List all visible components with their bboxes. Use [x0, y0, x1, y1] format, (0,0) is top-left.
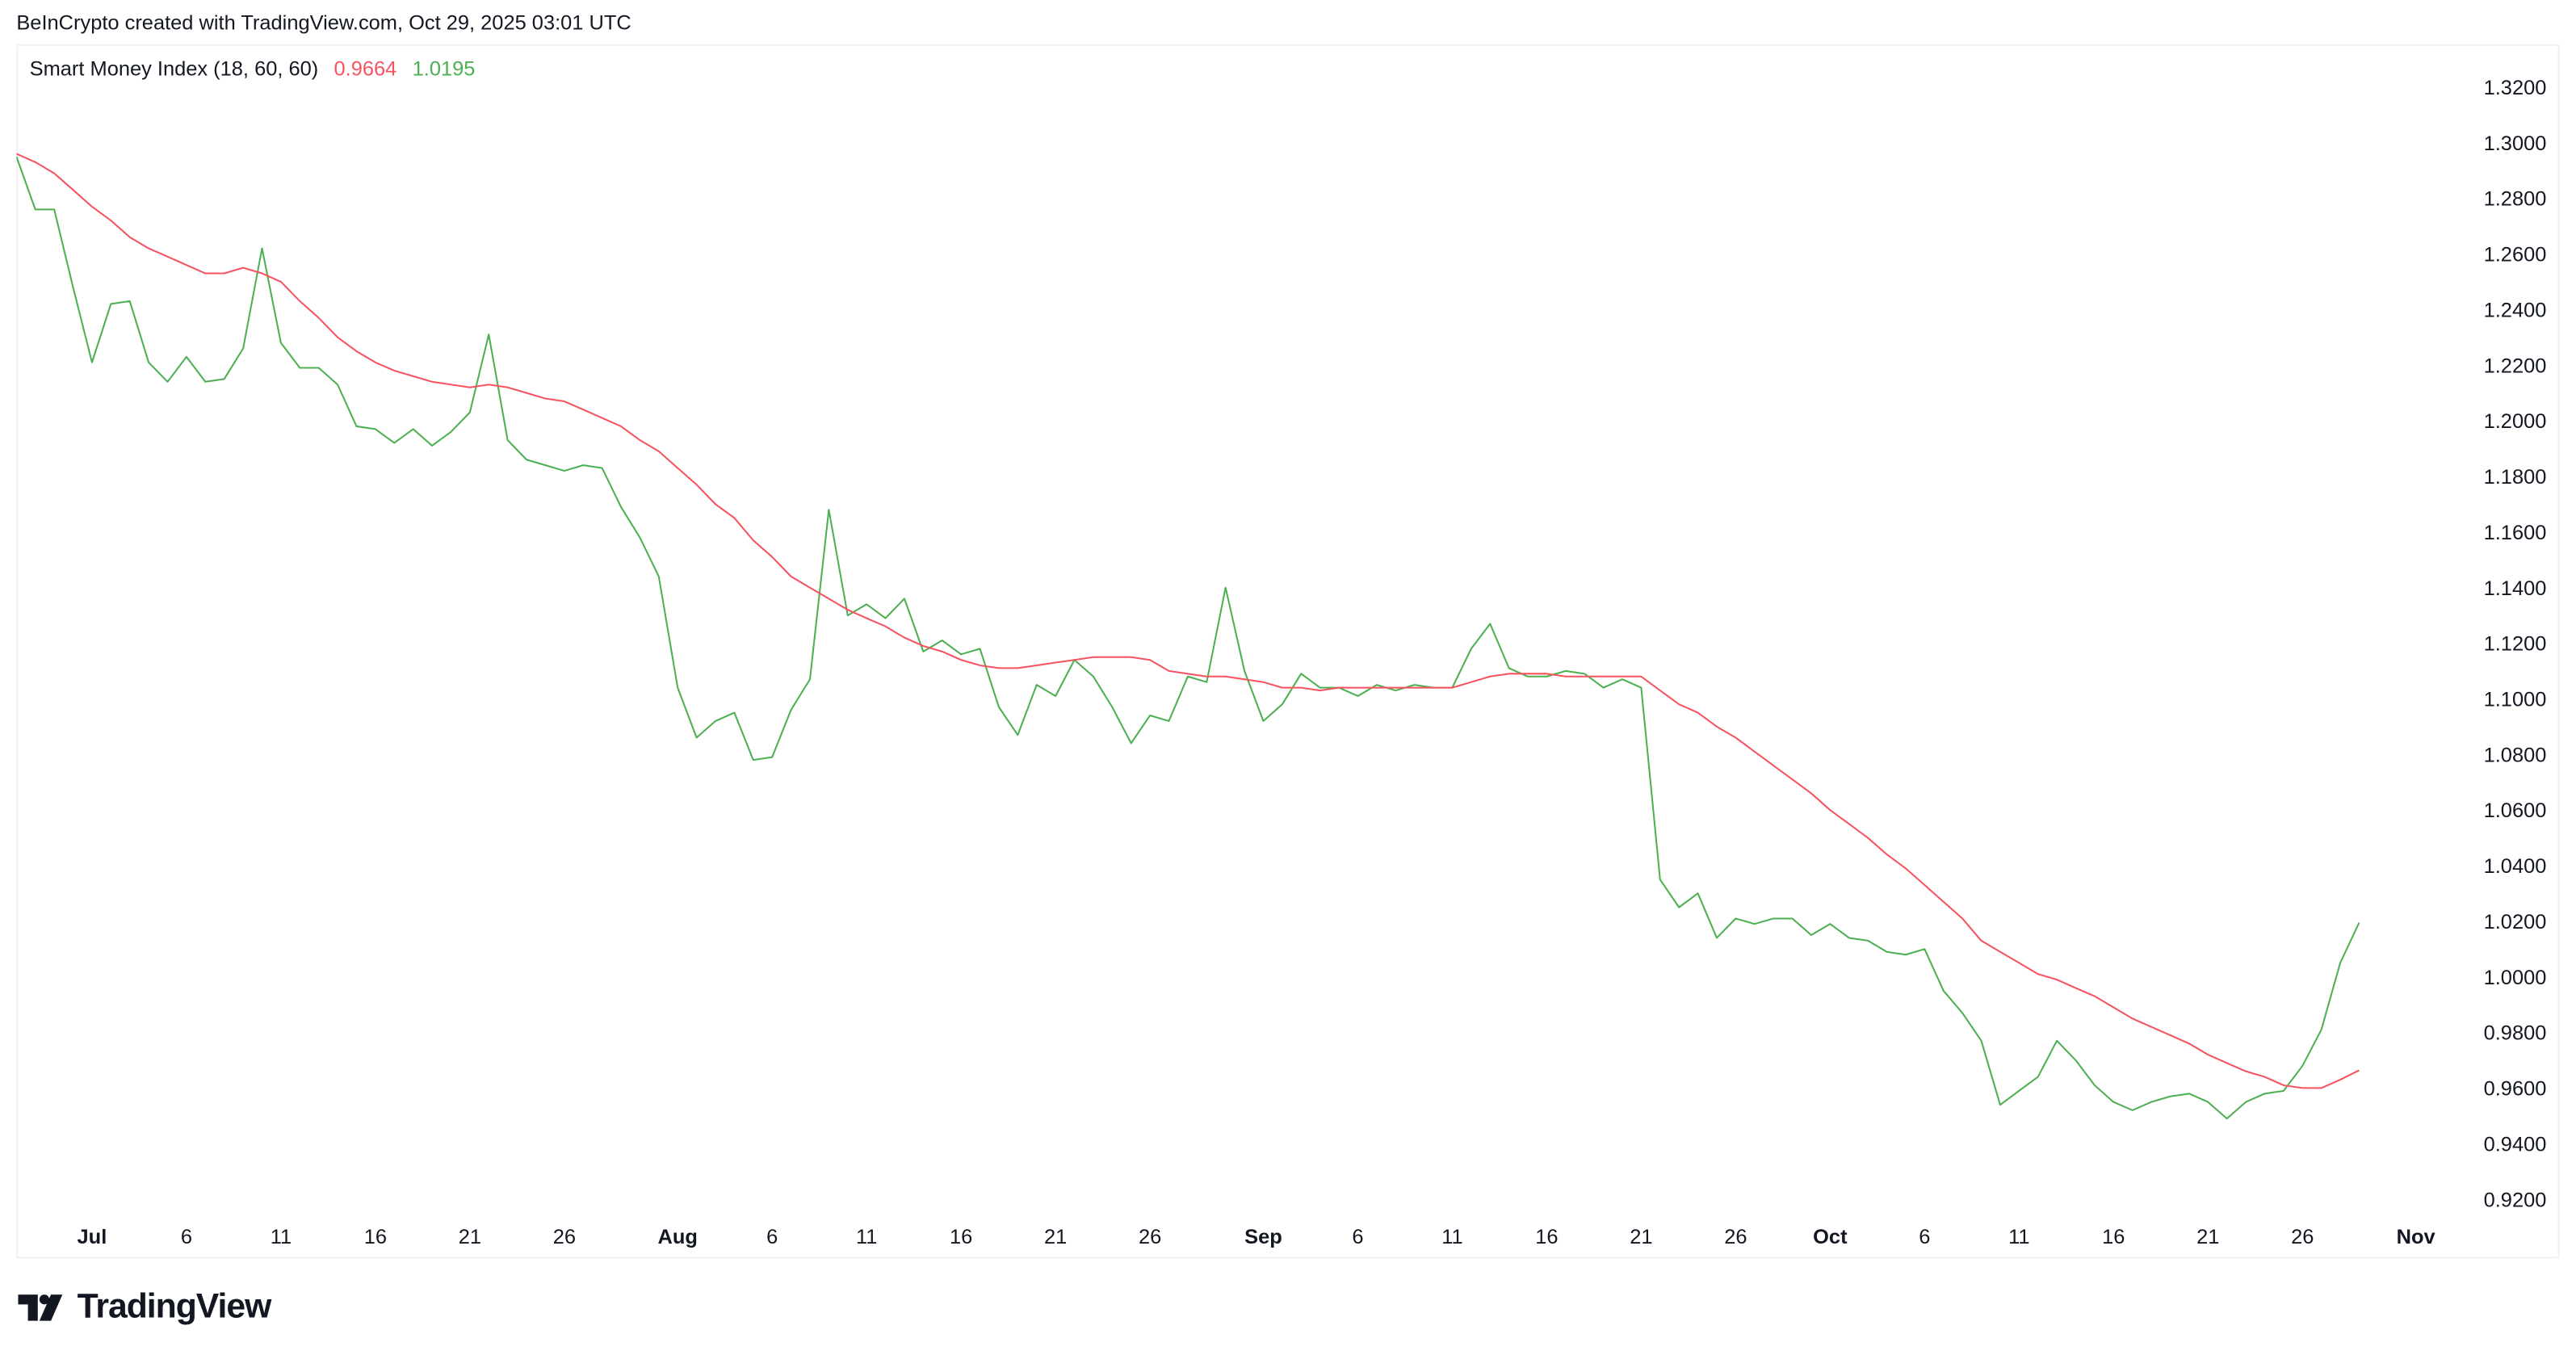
x-tick-label: 21	[459, 1226, 481, 1248]
x-tick-label: 26	[2291, 1226, 2314, 1248]
x-tick-label: Sep	[1244, 1226, 1282, 1248]
y-tick-label: 1.3200	[2484, 77, 2547, 99]
y-tick-label: 0.9400	[2484, 1133, 2547, 1156]
indicator-value-green: 1.0195	[412, 57, 476, 81]
x-tick-label: Nov	[2397, 1226, 2436, 1248]
time-axis[interactable]: Jul 6 11 16 21 26 Aug 6 11 16 21 26 Sep 6 11 16 21 26 Oct 6…	[78, 1226, 2436, 1248]
series-line-red	[16, 153, 2360, 1089]
indicator-name: Smart Money Index (18, 60, 60)	[29, 57, 319, 81]
x-tick-label: 6	[1919, 1226, 1930, 1248]
x-tick-label: 11	[271, 1226, 292, 1248]
y-tick-label: 1.2400	[2484, 299, 2547, 321]
y-tick-label: 1.3000	[2484, 132, 2547, 155]
x-tick-label: 16	[2102, 1226, 2125, 1248]
x-tick-label: 6	[766, 1226, 778, 1248]
y-tick-label: 1.0400	[2484, 855, 2547, 878]
y-tick-label: 1.2600	[2484, 244, 2547, 266]
x-tick-label: 21	[2196, 1226, 2219, 1248]
series-line-green	[16, 156, 2360, 1120]
y-tick-label: 1.0600	[2484, 799, 2547, 822]
indicator-legend[interactable]: Smart Money Index (18, 60, 60) 0.9664 1.…	[30, 57, 485, 80]
y-tick-label: 1.1600	[2484, 522, 2547, 544]
x-tick-label: 26	[1139, 1226, 1161, 1248]
y-tick-label: 1.2200	[2484, 354, 2547, 377]
chart-frame	[16, 44, 2560, 1259]
x-tick-label: 11	[2008, 1226, 2029, 1248]
x-tick-label: 26	[1724, 1226, 1747, 1248]
x-tick-label: 26	[553, 1226, 576, 1248]
x-tick-label: 21	[1044, 1226, 1067, 1248]
y-tick-label: 0.9200	[2484, 1189, 2547, 1211]
tradingview-logo-icon	[18, 1294, 63, 1321]
tradingview-logo[interactable]: TradingView	[18, 1288, 271, 1328]
y-tick-label: 1.0200	[2484, 911, 2547, 933]
indicator-value-red: 0.9664	[334, 57, 397, 81]
logo-text: TradingView	[77, 1288, 272, 1326]
x-tick-label: Aug	[657, 1226, 697, 1248]
x-tick-label: 6	[181, 1226, 192, 1248]
x-tick-label: 11	[856, 1226, 877, 1248]
y-tick-label: 1.0000	[2484, 967, 2547, 989]
price-axis[interactable]: 1.3200 1.3000 1.2800 1.2600 1.2400 1.2200 1.20…	[2484, 77, 2547, 1211]
y-tick-label: 1.2000	[2484, 410, 2547, 433]
y-tick-label: 1.1800	[2484, 466, 2547, 489]
x-tick-label: 6	[1352, 1226, 1363, 1248]
x-tick-label: 21	[1630, 1226, 1652, 1248]
x-tick-label: Oct	[1813, 1226, 1848, 1248]
x-tick-label: 16	[1535, 1226, 1558, 1248]
y-tick-label: 1.1200	[2484, 633, 2547, 656]
credit-line: BeInCrypto created with TradingView.com,…	[16, 11, 631, 35]
y-tick-label: 1.0800	[2484, 744, 2547, 766]
x-tick-label: 11	[1441, 1226, 1462, 1248]
y-tick-label: 1.2800	[2484, 188, 2547, 211]
x-tick-label: 16	[364, 1226, 387, 1248]
y-tick-label: 1.1400	[2484, 577, 2547, 600]
series-group	[16, 153, 2360, 1120]
y-tick-label: 0.9600	[2484, 1078, 2547, 1101]
y-tick-label: 1.1000	[2484, 689, 2547, 711]
y-tick-label: 0.9800	[2484, 1022, 2547, 1045]
x-tick-label: 16	[950, 1226, 972, 1248]
x-tick-label: Jul	[78, 1226, 107, 1248]
